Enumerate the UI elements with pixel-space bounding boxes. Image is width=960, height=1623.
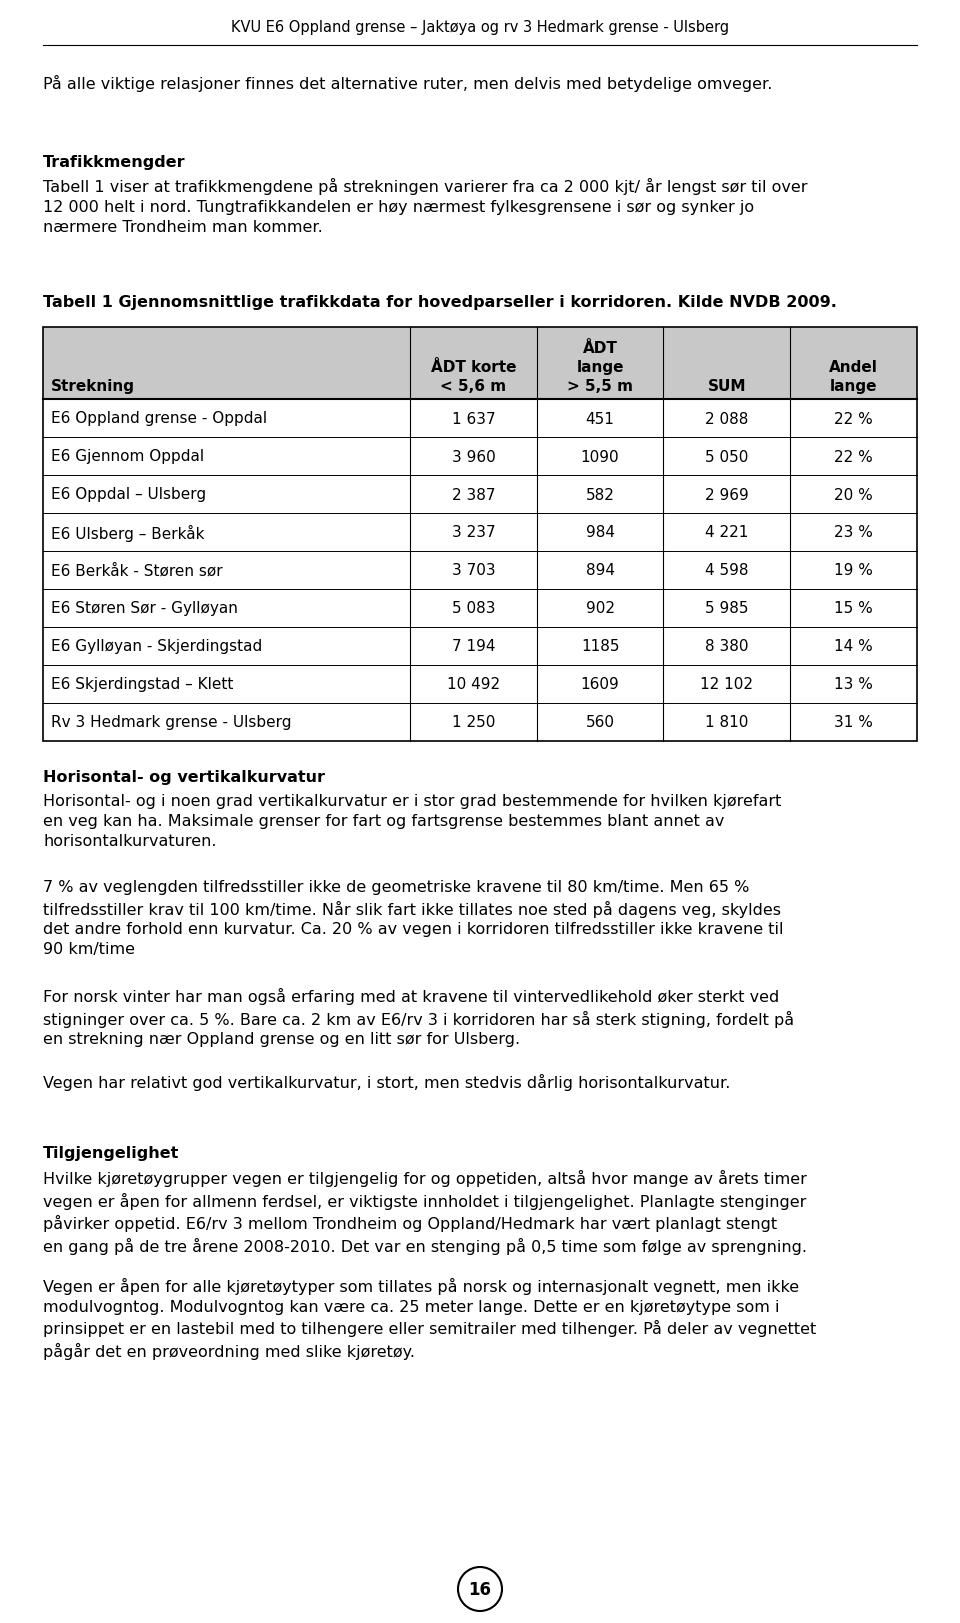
Text: Rv 3 Hedmark grense - Ulsberg: Rv 3 Hedmark grense - Ulsberg — [51, 716, 292, 730]
Text: 20 %: 20 % — [834, 487, 873, 502]
Text: 7 194: 7 194 — [452, 639, 495, 654]
Text: E6 Oppdal – Ulsberg: E6 Oppdal – Ulsberg — [51, 487, 206, 502]
Text: E6 Skjerdingstad – Klett: E6 Skjerdingstad – Klett — [51, 677, 233, 691]
Text: Trafikkmengder: Trafikkmengder — [43, 154, 186, 170]
Text: 13 %: 13 % — [834, 677, 873, 691]
Text: 15 %: 15 % — [834, 601, 873, 617]
Text: 5 050: 5 050 — [705, 450, 749, 464]
Text: 2 969: 2 969 — [705, 487, 749, 502]
Text: På alle viktige relasjoner finnes det alternative ruter, men delvis med betydeli: På alle viktige relasjoner finnes det al… — [43, 75, 773, 93]
Bar — [43, 328, 917, 399]
Text: 14 %: 14 % — [834, 639, 873, 654]
Text: Horisontal- og vertikalkurvatur: Horisontal- og vertikalkurvatur — [43, 769, 325, 784]
Text: 7 % av veglengden tilfredsstiller ikke de geometriske kravene til 80 km/time. Me: 7 % av veglengden tilfredsstiller ikke d… — [43, 880, 783, 956]
Text: 31 %: 31 % — [834, 716, 873, 730]
Text: 3 237: 3 237 — [451, 526, 495, 540]
Text: 894: 894 — [586, 563, 614, 578]
Text: 23 %: 23 % — [834, 526, 873, 540]
Text: ÅDT
lange
> 5,5 m: ÅDT lange > 5,5 m — [567, 341, 633, 394]
Text: 5 985: 5 985 — [705, 601, 749, 617]
Text: E6 Gylløyan - Skjerdingstad: E6 Gylløyan - Skjerdingstad — [51, 639, 262, 654]
Text: Hvilke kjøretøygrupper vegen er tilgjengelig for og oppetiden, altså hvor mange : Hvilke kjøretøygrupper vegen er tilgjeng… — [43, 1169, 807, 1255]
Text: E6 Ulsberg – Berkåk: E6 Ulsberg – Berkåk — [51, 524, 204, 540]
Text: KVU E6 Oppland grense – Jaktøya og rv 3 Hedmark grense - Ulsberg: KVU E6 Oppland grense – Jaktøya og rv 3 … — [231, 19, 729, 36]
Text: E6 Gjennom Oppdal: E6 Gjennom Oppdal — [51, 450, 204, 464]
Text: 451: 451 — [586, 411, 614, 427]
Text: 582: 582 — [586, 487, 614, 502]
Text: 560: 560 — [586, 716, 614, 730]
Text: 3 960: 3 960 — [451, 450, 495, 464]
Text: Tilgjengelighet: Tilgjengelighet — [43, 1146, 180, 1160]
Text: 4 221: 4 221 — [705, 526, 749, 540]
Text: 1185: 1185 — [581, 639, 619, 654]
Text: 19 %: 19 % — [834, 563, 873, 578]
Text: 3 703: 3 703 — [451, 563, 495, 578]
Text: 10 492: 10 492 — [447, 677, 500, 691]
Text: 22 %: 22 % — [834, 450, 873, 464]
Text: 12 102: 12 102 — [700, 677, 754, 691]
Text: 22 %: 22 % — [834, 411, 873, 427]
Text: Vegen har relativt god vertikalkurvatur, i stort, men stedvis dårlig horisontalk: Vegen har relativt god vertikalkurvatur,… — [43, 1073, 731, 1091]
Text: For norsk vinter har man også erfaring med at kravene til vintervedlikehold øker: For norsk vinter har man også erfaring m… — [43, 987, 794, 1047]
Text: 8 380: 8 380 — [705, 639, 749, 654]
Text: 1090: 1090 — [581, 450, 619, 464]
Text: ÅDT korte
< 5,6 m: ÅDT korte < 5,6 m — [431, 360, 516, 394]
Text: E6 Berkåk - Støren sør: E6 Berkåk - Støren sør — [51, 563, 223, 578]
Text: Tabell 1 Gjennomsnittlige trafikkdata for hovedparseller i korridoren. Kilde NVD: Tabell 1 Gjennomsnittlige trafikkdata fo… — [43, 295, 837, 310]
Text: Strekning: Strekning — [51, 378, 135, 394]
Text: 2 088: 2 088 — [705, 411, 749, 427]
Text: Horisontal- og i noen grad vertikalkurvatur er i stor grad bestemmende for hvilk: Horisontal- og i noen grad vertikalkurva… — [43, 794, 781, 849]
Text: 1 637: 1 637 — [451, 411, 495, 427]
Text: 2 387: 2 387 — [452, 487, 495, 502]
Text: E6 Støren Sør - Gylløyan: E6 Støren Sør - Gylløyan — [51, 601, 238, 617]
Text: 1 250: 1 250 — [452, 716, 495, 730]
Text: SUM: SUM — [708, 378, 746, 394]
Text: Tabell 1 viser at trafikkmengdene på strekningen varierer fra ca 2 000 kjt/ år l: Tabell 1 viser at trafikkmengdene på str… — [43, 179, 807, 234]
Text: 4 598: 4 598 — [705, 563, 749, 578]
Bar — [43, 328, 917, 742]
Text: 1609: 1609 — [581, 677, 619, 691]
Text: 984: 984 — [586, 526, 614, 540]
Text: Andel
lange: Andel lange — [829, 360, 877, 394]
Text: 16: 16 — [468, 1581, 492, 1599]
Text: 5 083: 5 083 — [452, 601, 495, 617]
Text: E6 Oppland grense - Oppdal: E6 Oppland grense - Oppdal — [51, 411, 267, 427]
Text: 902: 902 — [586, 601, 614, 617]
Text: 1 810: 1 810 — [705, 716, 749, 730]
Text: Vegen er åpen for alle kjøretøytyper som tillates på norsk og internasjonalt veg: Vegen er åpen for alle kjøretøytyper som… — [43, 1277, 816, 1358]
